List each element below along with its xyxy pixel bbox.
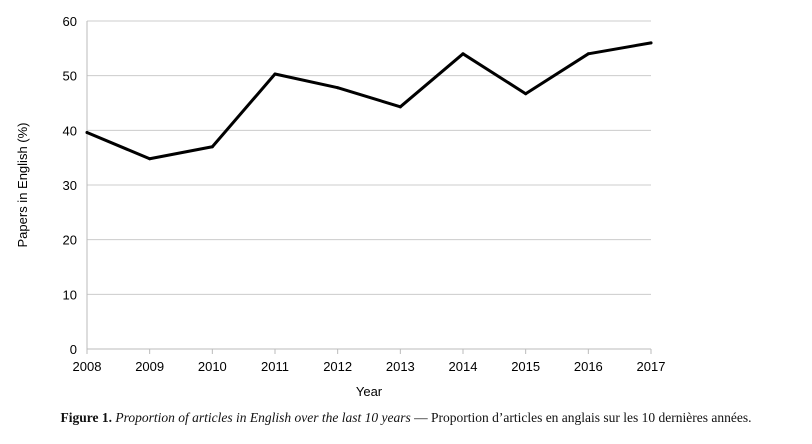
data-point: [524, 92, 528, 96]
x-tick-label: 2010: [198, 359, 227, 374]
x-tick-label: 2017: [637, 359, 666, 374]
y-tick-label: 10: [63, 287, 77, 302]
caption-french: Proportion d’articles en anglais sur les…: [430, 410, 752, 425]
series-line-0: [85, 41, 653, 161]
caption-label: Figure 1.: [60, 410, 112, 425]
y-axis-label: Papers in English (%): [15, 123, 30, 248]
data-point: [461, 52, 465, 56]
data-point: [148, 157, 152, 161]
data-point: [336, 86, 340, 90]
figure-caption: Figure 1. Proportion of articles in Engl…: [0, 410, 812, 426]
y-tick-label: 60: [63, 14, 77, 29]
y-tick-labels: 0 10 20 30 40 50 60: [63, 14, 77, 357]
series-layer: [85, 41, 653, 161]
y-tick-label: 0: [70, 342, 77, 357]
x-tick-label: 2016: [574, 359, 603, 374]
grid-lines: [87, 20, 651, 295]
x-tick-label: 2009: [135, 359, 164, 374]
x-tick-label: 2015: [511, 359, 540, 374]
y-tick-label: 50: [63, 69, 77, 84]
y-tick-label: 40: [63, 123, 77, 138]
x-tick-label: 2013: [386, 359, 415, 374]
data-point: [586, 52, 590, 56]
x-axis-label: Year: [356, 384, 383, 399]
y-tick-label: 20: [63, 233, 77, 248]
data-point: [85, 131, 89, 135]
x-tick-label: 2014: [449, 359, 478, 374]
data-point: [210, 145, 214, 149]
caption-english: Proportion of articles in English over t…: [115, 410, 411, 425]
caption-separator: —: [414, 410, 428, 425]
data-point: [273, 72, 277, 76]
data-point: [398, 105, 402, 109]
data-point: [649, 41, 653, 45]
x-tick-label: 2008: [73, 359, 102, 374]
x-tick-label: 2012: [323, 359, 352, 374]
y-tick-label: 30: [63, 178, 77, 193]
x-tick-label: 2011: [261, 359, 289, 374]
x-tick-labels: 2008 2009 2010 2011 2012 2013 2014 2015 2016 2017: [73, 349, 666, 374]
